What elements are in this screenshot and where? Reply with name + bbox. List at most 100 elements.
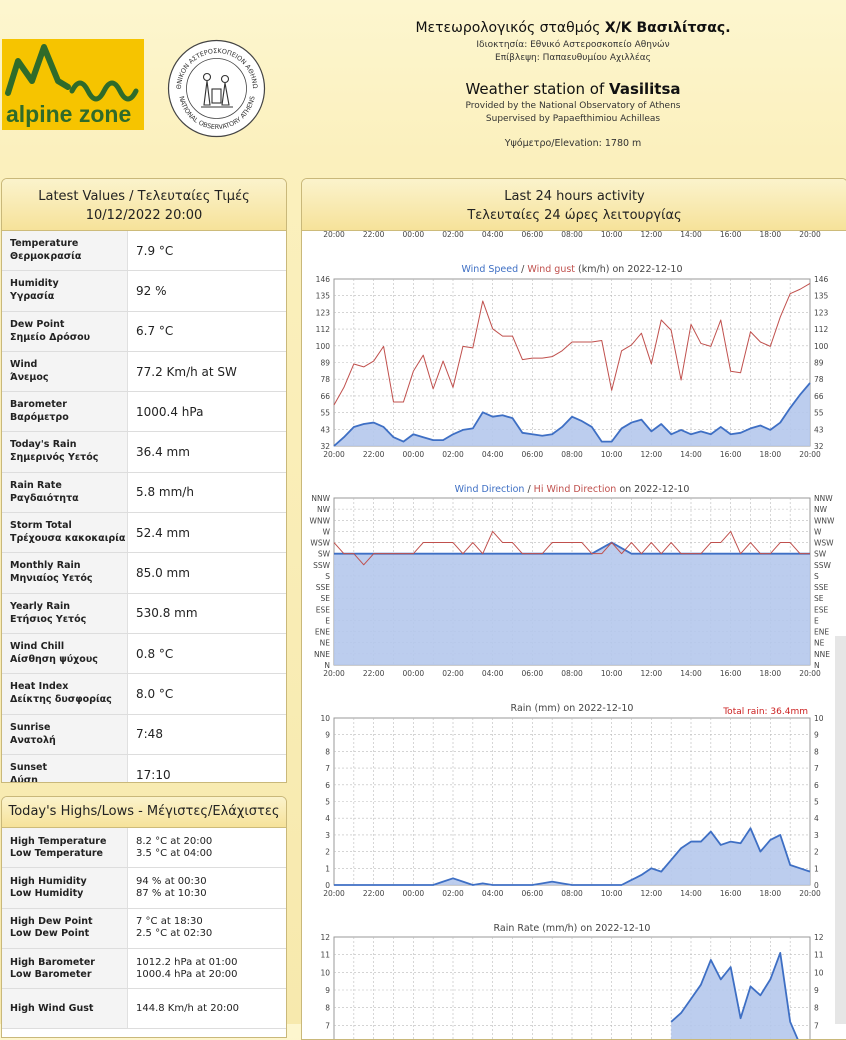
label-greek: Μηνιαίος Υετός <box>10 573 93 585</box>
y-tick-left: WSW <box>310 539 330 548</box>
label-english: Heat Index <box>10 681 69 693</box>
x-tick: 00:00 <box>403 450 425 459</box>
y-tick-left: 5 <box>325 798 330 807</box>
x-tick: 10:00 <box>601 889 623 898</box>
label-greek: Υγρασία <box>10 291 55 303</box>
latest-row: Wind Άνεμος 77.2 Km/h at SW <box>2 351 286 393</box>
y-tick-right: 5 <box>814 798 819 807</box>
latest-row-value: 85.0 mm <box>136 566 190 581</box>
x-tick: 18:00 <box>760 889 782 898</box>
seal-figures-icon <box>201 72 233 108</box>
latest-row: Humidity Υγρασία 92 % <box>2 271 286 312</box>
x-tick: 06:00 <box>522 450 544 459</box>
top-x-tick: 08:00 <box>561 231 583 239</box>
x-tick: 22:00 <box>363 669 385 678</box>
label-english: Storm Total <box>10 520 72 532</box>
y-tick-left: NW <box>317 505 331 514</box>
y-tick-left: E <box>325 616 330 625</box>
y-tick-right: NNE <box>814 650 830 659</box>
y-tick-left: 135 <box>316 292 331 301</box>
y-tick-left: 89 <box>320 359 330 368</box>
latest-row: Rain Rate Ραγδαιότητα 5.8 mm/h <box>2 472 286 514</box>
value-high: 144.8 Km/h at 20:00 <box>136 1002 240 1014</box>
x-tick: 20:00 <box>323 450 345 459</box>
label-greek: Βαρόμετρο <box>10 412 69 424</box>
y-tick-left: W <box>323 527 331 536</box>
highs-row-label: High Humidity Low Humidity <box>2 868 128 908</box>
y-tick-right: 10 <box>814 968 824 977</box>
y-tick-right: 0 <box>814 881 819 890</box>
x-tick: 08:00 <box>561 889 583 898</box>
chart-title: Wind Direction / Hi Wind Direction on 20… <box>455 484 690 495</box>
y-tick-left: SSW <box>313 561 331 570</box>
chart-title: Wind Speed / Wind gust (km/h) on 2022-12… <box>461 264 682 275</box>
y-tick-right: 9 <box>814 986 819 995</box>
top-x-tick: 06:00 <box>522 231 544 239</box>
y-tick-right: NNW <box>814 494 833 503</box>
highs-row-value: 8.2 °C at 20:00 3.5 °C at 04:00 <box>128 828 286 867</box>
series-line <box>333 530 810 566</box>
y-tick-left: 1 <box>325 864 330 873</box>
top-x-tick: 12:00 <box>641 231 663 239</box>
x-tick: 12:00 <box>641 669 663 678</box>
y-tick-left: WNW <box>310 516 331 525</box>
y-tick-right: SSW <box>814 561 832 570</box>
y-tick-right: SW <box>814 550 827 559</box>
x-tick: 18:00 <box>760 450 782 459</box>
y-tick-left: 8 <box>325 1004 330 1013</box>
y-tick-left: 100 <box>316 342 331 351</box>
y-tick-left: 6 <box>325 781 330 790</box>
y-tick-left: 78 <box>320 375 330 384</box>
x-tick: 16:00 <box>720 889 742 898</box>
chart-title-part: Wind gust <box>527 264 575 275</box>
highs-lows-title: Today's Highs/Lows - Μέγιστες/Ελάχιστες <box>2 797 286 828</box>
y-tick-right: 32 <box>814 442 824 451</box>
latest-row-value: 92 % <box>136 283 167 298</box>
label-english: Yearly Rain <box>10 600 71 612</box>
station-title-english: Weather station of Vasilitsa <box>300 80 846 98</box>
latest-row-label: Barometer Βαρόμετρο <box>2 392 128 432</box>
chart-title-part: Rain Rate (mm/h) on 2022-12-10 <box>494 923 651 934</box>
latest-row: Wind Chill Αίσθηση ψύχους 0.8 °C <box>2 633 286 675</box>
y-tick-left: ENE <box>315 628 330 637</box>
x-tick: 20:00 <box>323 669 345 678</box>
latest-row-label: Monthly Rain Μηνιαίος Υετός <box>2 553 128 593</box>
label-high: High Temperature <box>10 835 107 847</box>
top-x-tick: 02:00 <box>442 231 464 239</box>
y-tick-left: 32 <box>320 442 330 451</box>
y-tick-right: 12 <box>814 933 824 942</box>
label-english: Sunrise <box>10 721 51 733</box>
latest-row-value: 530.8 mm <box>136 606 198 621</box>
chart-title-part: Wind Speed <box>461 264 518 275</box>
top-x-tick: 20:00 <box>323 231 345 239</box>
latest-row-value: 8.0 °C <box>136 686 174 701</box>
y-tick-left: 9 <box>325 986 330 995</box>
latest-row-value: 6.7 °C <box>136 324 174 339</box>
label-greek: Ετήσιος Υετός <box>10 613 87 625</box>
label-english: Barometer <box>10 399 67 411</box>
y-tick-left: 11 <box>320 951 330 960</box>
chart-title-part: / <box>524 484 533 495</box>
scrollbar-track[interactable] <box>835 636 846 1024</box>
supervised-by-english: Supervised by Papaefthimiou Achilleas <box>485 114 661 124</box>
x-tick: 08:00 <box>561 669 583 678</box>
activity-title-greek: Τελευταίες 24 ώρες λειτουργίας <box>467 208 682 223</box>
mountain-wave-icon <box>5 44 139 102</box>
x-tick: 10:00 <box>601 450 623 459</box>
x-tick: 08:00 <box>561 450 583 459</box>
y-tick-right: 89 <box>814 359 824 368</box>
label-greek: Δείκτης δυσφορίας <box>10 694 112 706</box>
y-tick-left: N <box>324 661 330 670</box>
latest-row-label: Sunset Δύση <box>2 754 128 783</box>
label-greek: Δύση <box>10 774 38 783</box>
x-tick: 02:00 <box>442 889 464 898</box>
chart-title-part: (km/h) on 2022-12-10 <box>575 264 683 275</box>
latest-row-label: Yearly Rain Ετήσιος Υετός <box>2 593 128 633</box>
highs-row-value: 144.8 Km/h at 20:00 <box>128 989 286 1028</box>
y-tick-left: 3 <box>325 831 330 840</box>
x-tick: 22:00 <box>363 889 385 898</box>
y-tick-right: 11 <box>814 951 824 960</box>
label-greek: Άνεμος <box>10 371 49 383</box>
latest-row-label: Today's Rain Σημερινός Υετός <box>2 432 128 472</box>
highs-row: High Dew Point Low Dew Point 7 °C at 18:30… <box>2 908 286 949</box>
